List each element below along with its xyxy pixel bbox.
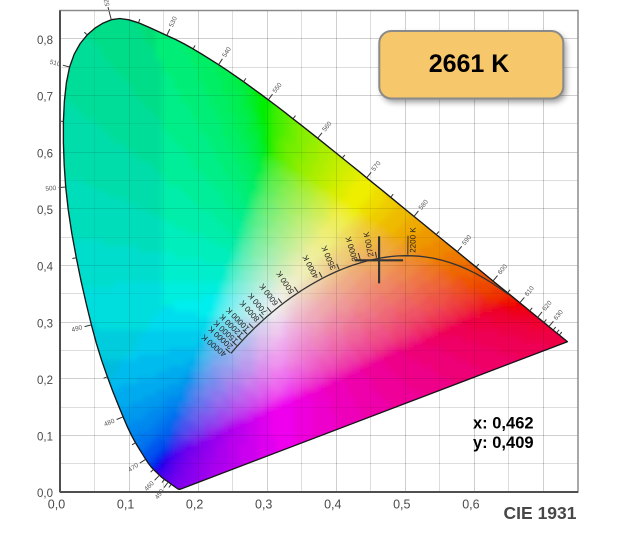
svg-text:2661 K: 2661 K <box>429 50 510 78</box>
svg-text:2200 K: 2200 K <box>408 227 417 253</box>
svg-text:0,0: 0,0 <box>37 488 53 500</box>
svg-text:540: 540 <box>221 46 233 59</box>
svg-text:500: 500 <box>45 185 57 193</box>
svg-text:0,5: 0,5 <box>37 205 53 217</box>
svg-text:0,6: 0,6 <box>37 148 53 160</box>
svg-text:0,6: 0,6 <box>462 498 479 512</box>
svg-text:x: 0,462: x: 0,462 <box>473 414 534 432</box>
svg-text:0,2: 0,2 <box>186 498 203 512</box>
svg-text:0,4: 0,4 <box>324 498 341 512</box>
svg-text:0,8: 0,8 <box>37 35 53 47</box>
svg-text:y: 0,409: y: 0,409 <box>473 434 534 452</box>
svg-text:0,7: 0,7 <box>37 92 53 104</box>
svg-text:0,1: 0,1 <box>117 498 134 512</box>
svg-text:530: 530 <box>168 15 179 28</box>
svg-text:510: 510 <box>49 59 62 69</box>
svg-text:0,2: 0,2 <box>37 375 53 387</box>
svg-text:520: 520 <box>102 0 112 7</box>
svg-text:0,1: 0,1 <box>37 432 53 444</box>
svg-text:0,5: 0,5 <box>393 498 410 512</box>
svg-text:CIE 1931: CIE 1931 <box>504 503 577 523</box>
svg-text:0,0: 0,0 <box>48 498 65 512</box>
svg-text:0,3: 0,3 <box>255 498 272 512</box>
svg-text:490: 490 <box>71 324 84 334</box>
svg-text:480: 480 <box>103 418 116 429</box>
svg-text:0,3: 0,3 <box>37 318 53 330</box>
svg-text:0,4: 0,4 <box>37 262 54 274</box>
